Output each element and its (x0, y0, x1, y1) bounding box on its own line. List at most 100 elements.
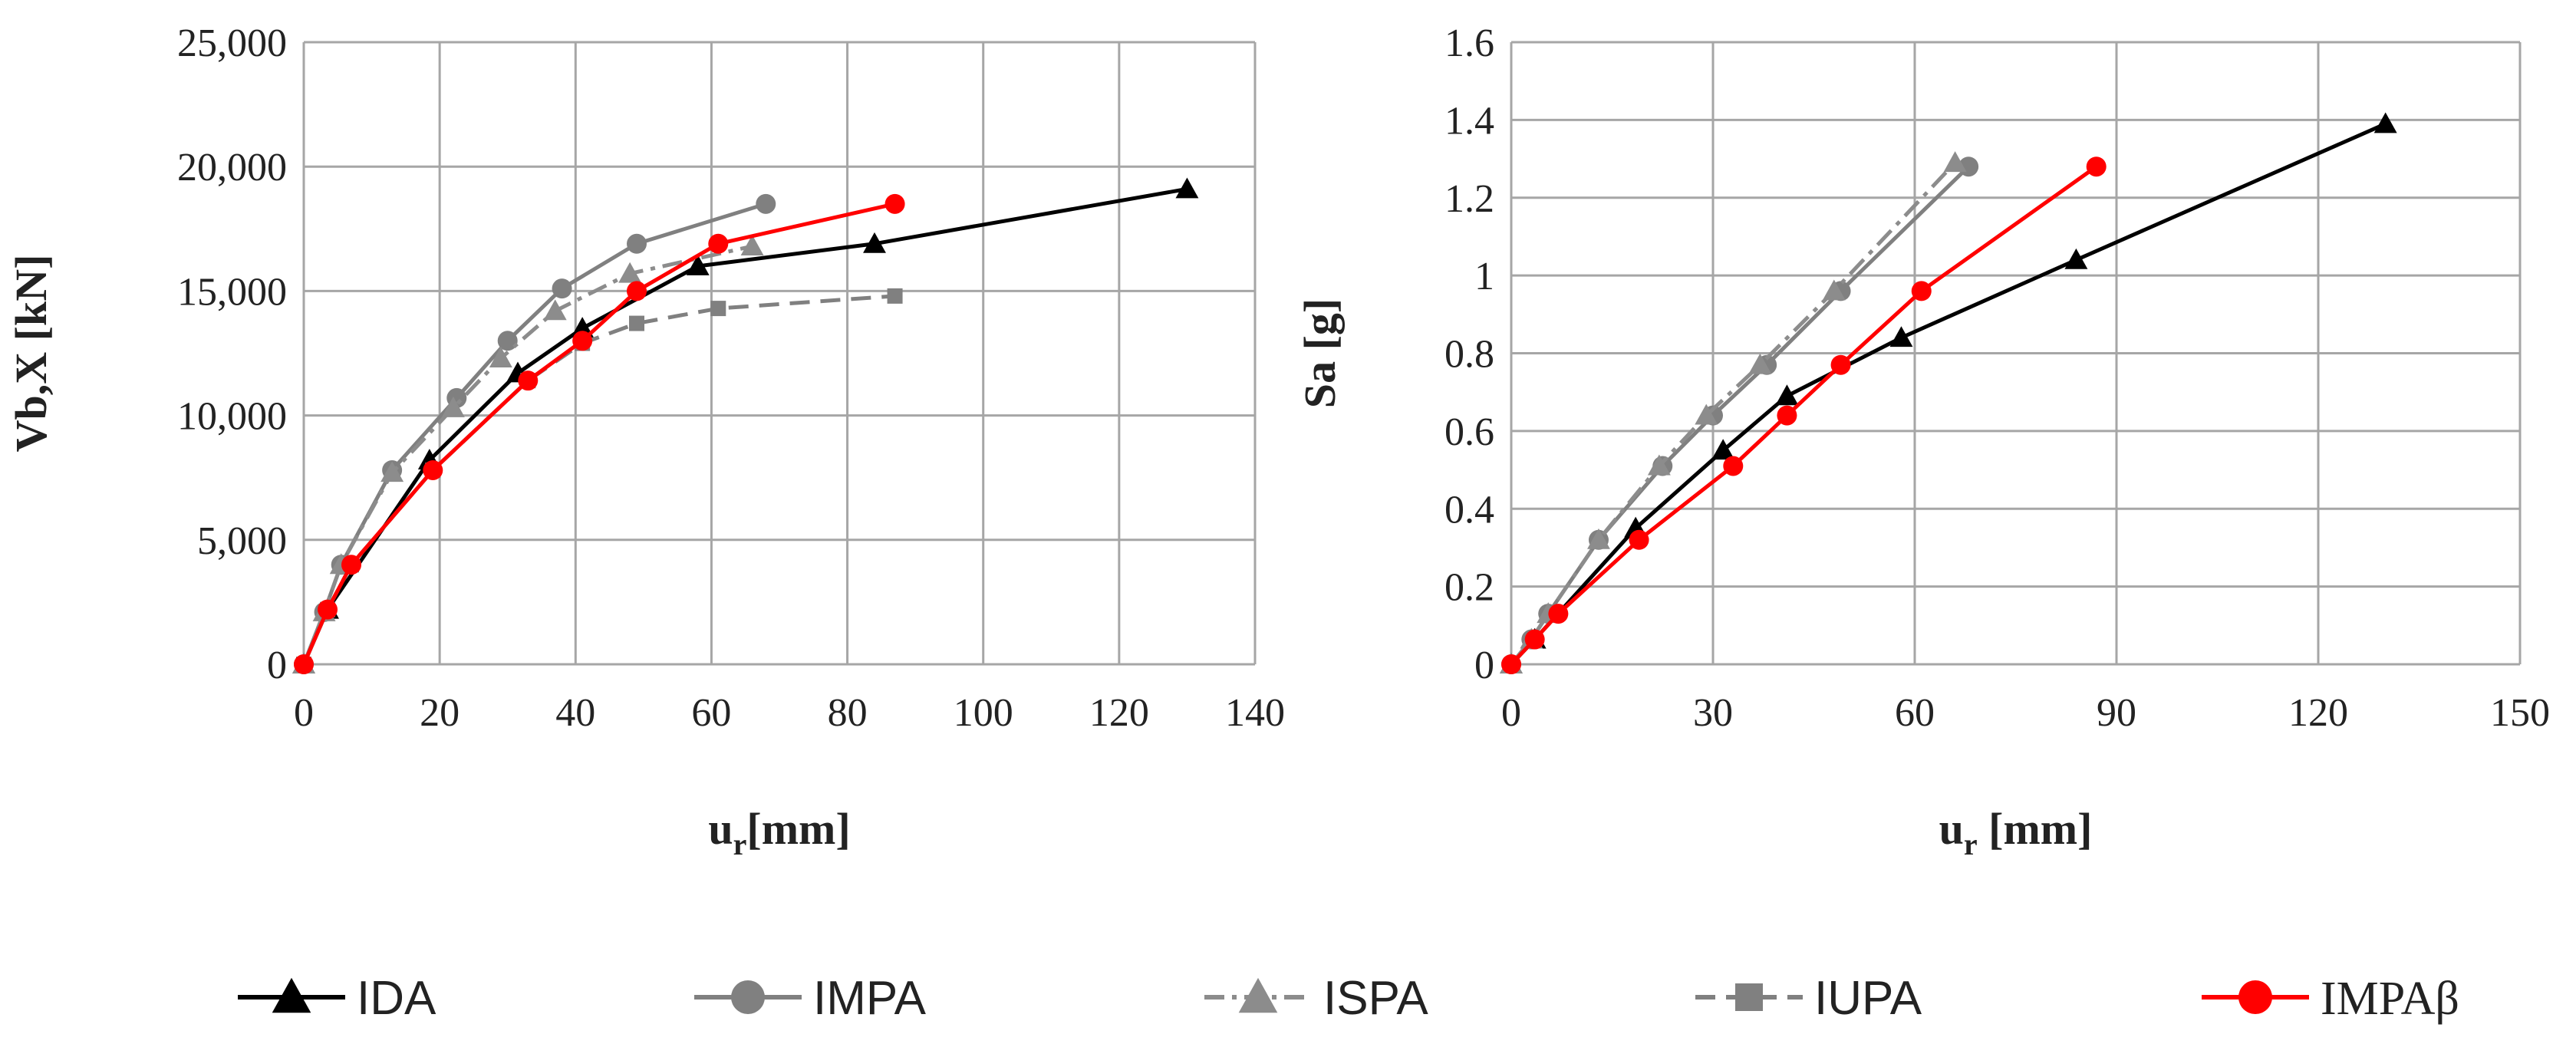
x-tick-label: 40 (555, 691, 595, 735)
left-chart-vb-vs-ur: 0 5,000 10,000 15,000 20,000 25,000 0 20 40 60 80 1… (6, 21, 1285, 861)
data-point-ispa (441, 396, 465, 417)
data-point-impabeta (572, 331, 593, 351)
x-axis-title: ur [mm] (1939, 804, 2093, 861)
right-chart-sa-vs-ur: 0 0.2 0.4 0.6 0.8 1 1.2 1.4 1.6 0 30 60 90 120 150 Sa [… (1295, 21, 2550, 861)
data-point-ispa (1822, 279, 1846, 301)
data-point-impabeta (518, 371, 539, 391)
y-tick-label: 1.2 (1444, 177, 1494, 221)
y-tick-label: 0.6 (1444, 410, 1494, 454)
data-point-ispa (1647, 454, 1671, 476)
y-tick-label: 25,000 (177, 21, 287, 65)
data-point-ida (686, 255, 710, 275)
y-tick-label: 20,000 (177, 146, 287, 189)
data-point-ida (1889, 326, 1913, 347)
data-point-impabeta (627, 281, 647, 301)
data-point-impabeta (318, 599, 338, 620)
y-tick-label: 0 (1474, 644, 1494, 687)
data-point-impa (756, 193, 776, 214)
series-line-ida (1510, 122, 2387, 666)
y-tick-label: 0.8 (1444, 333, 1494, 377)
data-point-ida (1711, 439, 1735, 460)
legend-item-impabeta: IMPAβ (2202, 973, 2459, 1025)
series-line-ispa (1510, 161, 1957, 666)
legend-item-iupa: IUPA (1695, 972, 1922, 1025)
data-point-ida (1775, 384, 1799, 406)
data-point-ispa (1748, 353, 1772, 374)
legend-label: IDA (357, 972, 436, 1025)
x-tick-label: 120 (2288, 691, 2348, 735)
x-axis-title-unit: [mm] (746, 804, 850, 854)
x-axis-title-main: u (708, 804, 733, 854)
data-point-impa (627, 233, 647, 254)
data-point-impabeta (884, 193, 905, 214)
series-line-impabeta (301, 202, 896, 665)
series-line-impabeta (1510, 165, 2098, 666)
series-ispa (1500, 151, 1967, 673)
data-point-impabeta (341, 555, 361, 575)
data-point-impabeta (1524, 629, 1545, 650)
data-point-impa (497, 331, 518, 351)
y-tick-label: 0.4 (1444, 488, 1494, 532)
data-point-impabeta (294, 654, 314, 674)
x-tick-label: 80 (828, 691, 868, 735)
legend: IDA IMPA ISPA IUPA IMPAβ (238, 972, 2459, 1025)
data-point-ispa (1943, 151, 1967, 173)
x-tick-label: 150 (2490, 691, 2550, 735)
data-point-ispa (1587, 528, 1610, 549)
data-point-impabeta (1777, 405, 1797, 426)
x-tick-label: 140 (1225, 691, 1285, 735)
data-point-impabeta (1830, 354, 1851, 375)
data-point-ida (1175, 177, 1199, 199)
x-tick-label: 0 (294, 691, 314, 735)
legend-label: IUPA (1814, 972, 1922, 1025)
legend-item-impa: IMPA (694, 972, 927, 1025)
data-point-ida (2373, 112, 2397, 133)
data-point-impabeta (1723, 456, 1744, 476)
x-tick-label: 0 (1501, 691, 1521, 735)
y-tick-label: 15,000 (177, 270, 287, 314)
data-point-impabeta (1629, 529, 1649, 550)
y-axis-title: Vb,X [kN] (6, 255, 56, 453)
legend-marker (2238, 980, 2272, 1014)
legend-marker (731, 980, 765, 1014)
x-tick-label: 120 (1089, 691, 1149, 735)
y-tick-label: 0 (267, 644, 287, 687)
legend-marker (1238, 977, 1278, 1013)
data-point-ida (863, 232, 886, 253)
x-tick-label: 20 (420, 691, 460, 735)
x-tick-label: 60 (1895, 691, 1935, 735)
x-tick-label: 100 (954, 691, 1013, 735)
data-point-ida (571, 317, 595, 338)
data-point-ispa (489, 347, 512, 367)
x-tick-label: 30 (1693, 691, 1733, 735)
series-line-ida (301, 186, 1188, 665)
series-ispa (292, 235, 764, 673)
x-axis-title-main: u (1939, 804, 1964, 854)
x-axis-title-unit: [mm] (1978, 804, 2093, 854)
data-point-impabeta (708, 233, 729, 254)
legend-item-ida: IDA (238, 972, 436, 1025)
series-line-ispa (301, 244, 753, 665)
data-point-ispa (380, 461, 404, 482)
x-tick-label: 90 (2097, 691, 2136, 735)
data-point-impabeta (1911, 281, 1932, 301)
data-point-impabeta (2086, 156, 2107, 177)
x-axis-title-subscript: r (733, 827, 747, 861)
data-point-impabeta (1548, 604, 1569, 624)
legend-marker (272, 977, 311, 1013)
series-ida (1500, 112, 2397, 673)
legend-item-ispa: ISPA (1204, 972, 1428, 1025)
legend-label: ISPA (1323, 972, 1428, 1025)
legend-marker (1735, 983, 1763, 1011)
legend-label: IMPA (813, 972, 927, 1025)
data-point-ispa (543, 299, 567, 321)
y-tick-label: 1.4 (1444, 99, 1494, 143)
series-impabeta (294, 193, 905, 674)
data-point-iupa (710, 301, 726, 317)
legend-label: IMPAβ (2321, 973, 2459, 1025)
y-tick-label: 1 (1474, 255, 1494, 298)
x-tick-label: 60 (691, 691, 731, 735)
data-point-impabeta (423, 459, 443, 480)
y-tick-label: 1.6 (1444, 21, 1494, 65)
